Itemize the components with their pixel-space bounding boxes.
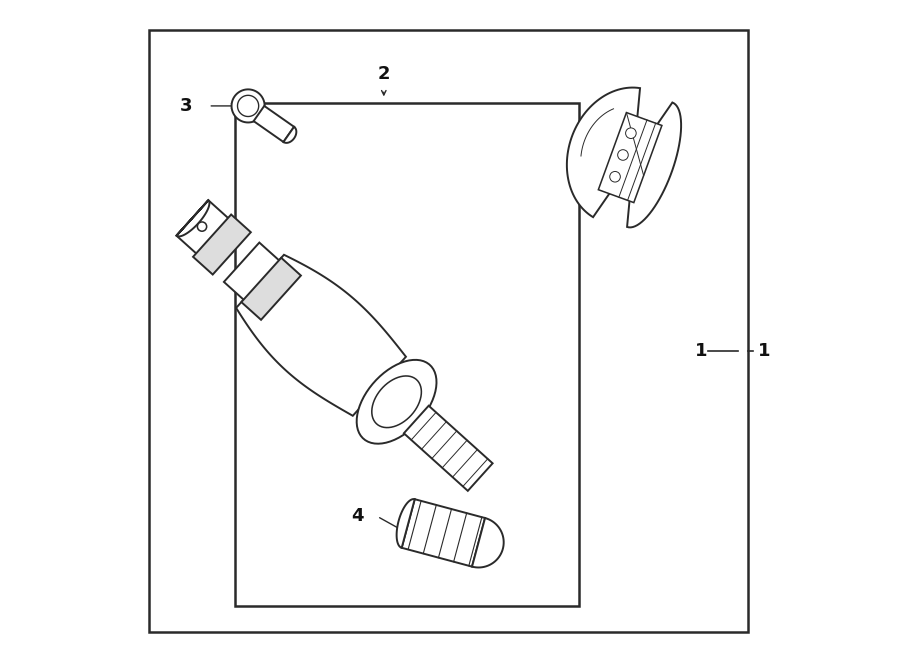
Text: 1: 1 bbox=[696, 342, 707, 360]
Circle shape bbox=[609, 171, 620, 182]
Polygon shape bbox=[224, 242, 289, 308]
Polygon shape bbox=[567, 87, 681, 227]
Polygon shape bbox=[598, 113, 662, 203]
Polygon shape bbox=[254, 106, 294, 142]
Polygon shape bbox=[401, 499, 485, 567]
Text: 3: 3 bbox=[179, 97, 192, 115]
Bar bbox=[235, 103, 579, 606]
Polygon shape bbox=[404, 406, 492, 491]
Polygon shape bbox=[241, 258, 301, 320]
Polygon shape bbox=[236, 255, 406, 416]
Polygon shape bbox=[472, 518, 504, 567]
Polygon shape bbox=[397, 499, 415, 547]
Polygon shape bbox=[176, 200, 210, 236]
Text: 2: 2 bbox=[378, 65, 390, 83]
Polygon shape bbox=[356, 360, 436, 444]
Polygon shape bbox=[176, 200, 240, 264]
Polygon shape bbox=[231, 89, 265, 122]
Text: 1: 1 bbox=[758, 342, 770, 360]
Circle shape bbox=[617, 150, 628, 160]
Text: 4: 4 bbox=[351, 507, 364, 526]
Polygon shape bbox=[194, 214, 251, 275]
Polygon shape bbox=[284, 127, 296, 143]
Polygon shape bbox=[238, 95, 258, 117]
Circle shape bbox=[197, 222, 207, 231]
Polygon shape bbox=[372, 376, 421, 428]
Circle shape bbox=[626, 128, 636, 138]
